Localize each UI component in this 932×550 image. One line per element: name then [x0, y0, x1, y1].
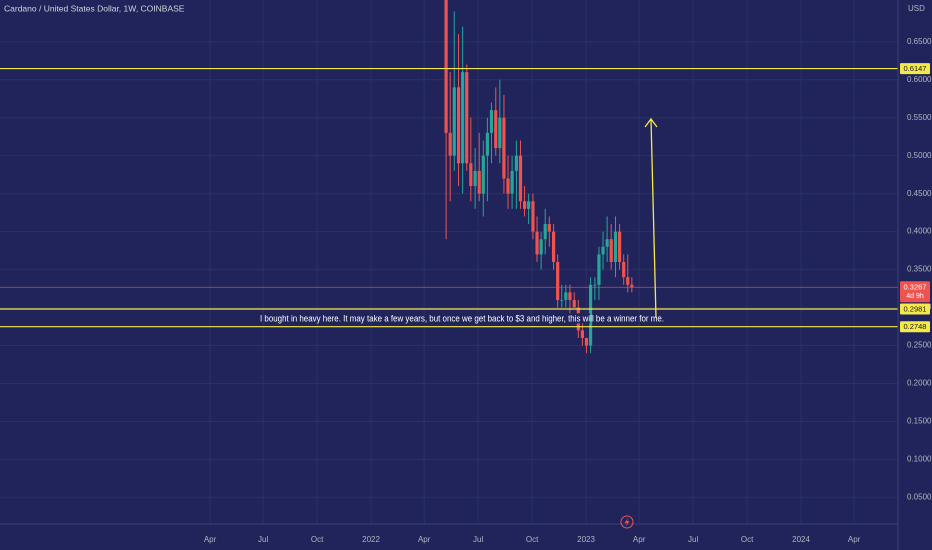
- event-icon: [620, 515, 634, 529]
- y-tick-label: 0.0500: [907, 493, 932, 502]
- y-tick-label: 0.5000: [907, 151, 932, 160]
- candle-body: [617, 231, 622, 262]
- last-price-box: [900, 281, 930, 303]
- price-label: 0.2748: [904, 322, 927, 331]
- candle-body: [527, 201, 531, 209]
- candle-body: [477, 170, 481, 194]
- candle-body: [580, 330, 584, 338]
- plot-area: [0, 0, 898, 354]
- y-tick-label: 0.5500: [907, 113, 932, 122]
- y-tick-label: 0.6500: [907, 37, 932, 46]
- candle-body: [498, 117, 502, 149]
- candle-body: [506, 178, 510, 194]
- projection-arrow: [644, 117, 658, 319]
- x-tick-label: Apr: [633, 535, 646, 544]
- x-tick-label: Oct: [311, 535, 324, 544]
- annotation: I bought in heavy here. It may take a fe…: [260, 313, 664, 323]
- y-tick-label: 0.4000: [907, 227, 932, 236]
- y-tick-label: 0.3500: [907, 265, 932, 274]
- price-label-box: [900, 321, 930, 333]
- y-tick-label: 0.4500: [907, 189, 932, 198]
- x-tick-label: 2022: [362, 535, 380, 544]
- y-tick-label: 0.1500: [907, 417, 932, 426]
- candle-body: [518, 155, 523, 202]
- candle-body: [502, 117, 506, 179]
- candle-body: [584, 337, 589, 346]
- x-tick-label: Apr: [848, 535, 861, 544]
- y-tick-label: 0.1000: [907, 455, 932, 464]
- candle-body: [456, 87, 461, 164]
- axes: 0.05000.10000.15000.20000.25000.30000.35…: [204, 37, 932, 544]
- x-tick-label: Apr: [204, 535, 217, 544]
- candle-body: [485, 132, 489, 156]
- last-price-label: 0.3267: [904, 282, 927, 291]
- candle-body: [613, 231, 618, 262]
- candle-body: [510, 170, 514, 194]
- candle-body: [588, 284, 593, 346]
- candle-body: [489, 110, 494, 133]
- x-tick-label: Apr: [418, 535, 431, 544]
- candle-body: [547, 224, 551, 232]
- candle-body: [622, 262, 626, 278]
- candle-body: [597, 254, 601, 285]
- y-axis-label: USD: [908, 4, 925, 13]
- candle-body: [452, 87, 456, 156]
- candle-body: [601, 246, 605, 255]
- x-tick-label: 2023: [577, 535, 595, 544]
- chart-title: Cardano / United States Dollar, 1W, COIN…: [4, 3, 185, 13]
- candle-body: [522, 201, 527, 209]
- y-tick-label: 0.2000: [907, 379, 932, 388]
- price-label: 0.2981: [904, 304, 927, 313]
- x-tick-label: Jul: [688, 535, 698, 544]
- annotation-background: [560, 313, 590, 324]
- candle-body: [494, 110, 498, 149]
- candle-body: [630, 284, 634, 288]
- candle-body: [543, 224, 547, 240]
- candle-body: [564, 292, 568, 300]
- y-tick-label: 0.6000: [907, 75, 932, 84]
- candle-body: [605, 239, 609, 247]
- candle-body: [481, 155, 485, 194]
- candle-body: [560, 299, 564, 301]
- x-tick-label: Oct: [741, 535, 754, 544]
- price-label-box: [900, 303, 930, 315]
- x-tick-label: Jul: [258, 535, 268, 544]
- candle-body: [531, 201, 535, 232]
- candle-body: [514, 155, 518, 171]
- candle-body: [469, 163, 473, 187]
- candle-body: [448, 132, 452, 156]
- x-tick-label: Oct: [526, 535, 539, 544]
- candle-body: [609, 239, 613, 262]
- candle-body: [535, 231, 539, 255]
- candle-body: [444, 0, 448, 133]
- y-tick-label: 0.2500: [907, 341, 932, 350]
- countdown-label: 4d 9h: [906, 293, 924, 300]
- x-tick-label: 2024: [792, 535, 810, 544]
- candle-body: [626, 277, 630, 285]
- candle-body: [556, 262, 560, 300]
- candle-body: [551, 231, 556, 262]
- candle-body: [568, 292, 572, 300]
- candle-body: [461, 72, 465, 164]
- x-tick-label: Jul: [473, 535, 483, 544]
- candle-body: [572, 299, 576, 308]
- candle-body: [539, 239, 543, 255]
- candle-body: [465, 72, 469, 164]
- candle-body: [473, 170, 477, 187]
- price-label-box: [900, 63, 930, 75]
- candle-body: [593, 284, 597, 286]
- price-label: 0.6147: [904, 64, 927, 73]
